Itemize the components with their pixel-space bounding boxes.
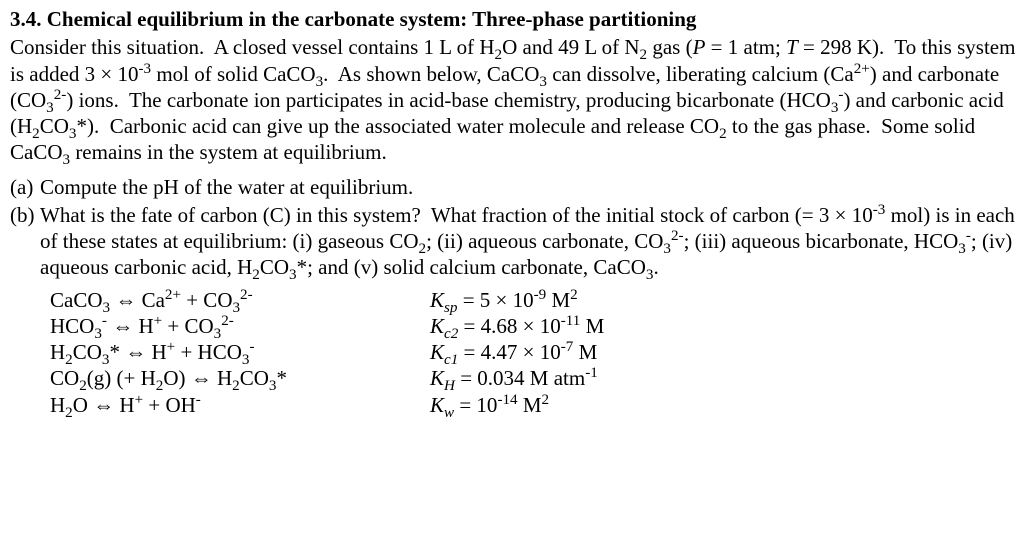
equation-4-lhs: CO2(g) (+ H2O) ⇔ H2CO3*: [50, 365, 430, 391]
equations-table: CaCO3 ⇔ Ca2+ + CO32- Ksp = 5 × 10-9 M2 H…: [50, 287, 1024, 418]
intro-paragraph: Consider this situation. A closed vessel…: [10, 34, 1024, 165]
equation-1-lhs: CaCO3 ⇔ Ca2+ + CO32-: [50, 287, 430, 313]
equation-5-lhs: H2O ⇔ H+ + OH-: [50, 392, 430, 418]
equation-2-rhs: Kc2 = 4.68 × 10-11 M: [430, 313, 1024, 339]
equation-row-4: CO2(g) (+ H2O) ⇔ H2CO3* KH = 0.034 M atm…: [50, 365, 1024, 391]
equation-3-lhs: H2CO3* ⇔ H+ + HCO3-: [50, 339, 430, 365]
question-a-text: Compute the pH of the water at equilibri…: [40, 174, 1024, 200]
equation-row-2: HCO3- ⇔ H+ + CO32- Kc2 = 4.68 × 10-11 M: [50, 313, 1024, 339]
equation-row-3: H2CO3* ⇔ H+ + HCO3- Kc1 = 4.47 × 10-7 M: [50, 339, 1024, 365]
equation-5-rhs: Kw = 10-14 M2: [430, 392, 1024, 418]
question-b: (b) What is the fate of carbon (C) in th…: [10, 202, 1024, 281]
question-b-label: (b): [10, 202, 40, 281]
equation-3-rhs: Kc1 = 4.47 × 10-7 M: [430, 339, 1024, 365]
equation-2-lhs: HCO3- ⇔ H+ + CO32-: [50, 313, 430, 339]
equation-row-1: CaCO3 ⇔ Ca2+ + CO32- Ksp = 5 × 10-9 M2: [50, 287, 1024, 313]
section-heading: 3.4. Chemical equilibrium in the carbona…: [10, 6, 1024, 32]
equation-1-rhs: Ksp = 5 × 10-9 M2: [430, 287, 1024, 313]
equation-4-rhs: KH = 0.034 M atm-1: [430, 365, 1024, 391]
equation-row-5: H2O ⇔ H+ + OH- Kw = 10-14 M2: [50, 392, 1024, 418]
question-b-text: What is the fate of carbon (C) in this s…: [40, 202, 1024, 281]
question-a: (a) Compute the pH of the water at equil…: [10, 174, 1024, 200]
question-list: (a) Compute the pH of the water at equil…: [10, 174, 1024, 281]
question-a-label: (a): [10, 174, 40, 200]
